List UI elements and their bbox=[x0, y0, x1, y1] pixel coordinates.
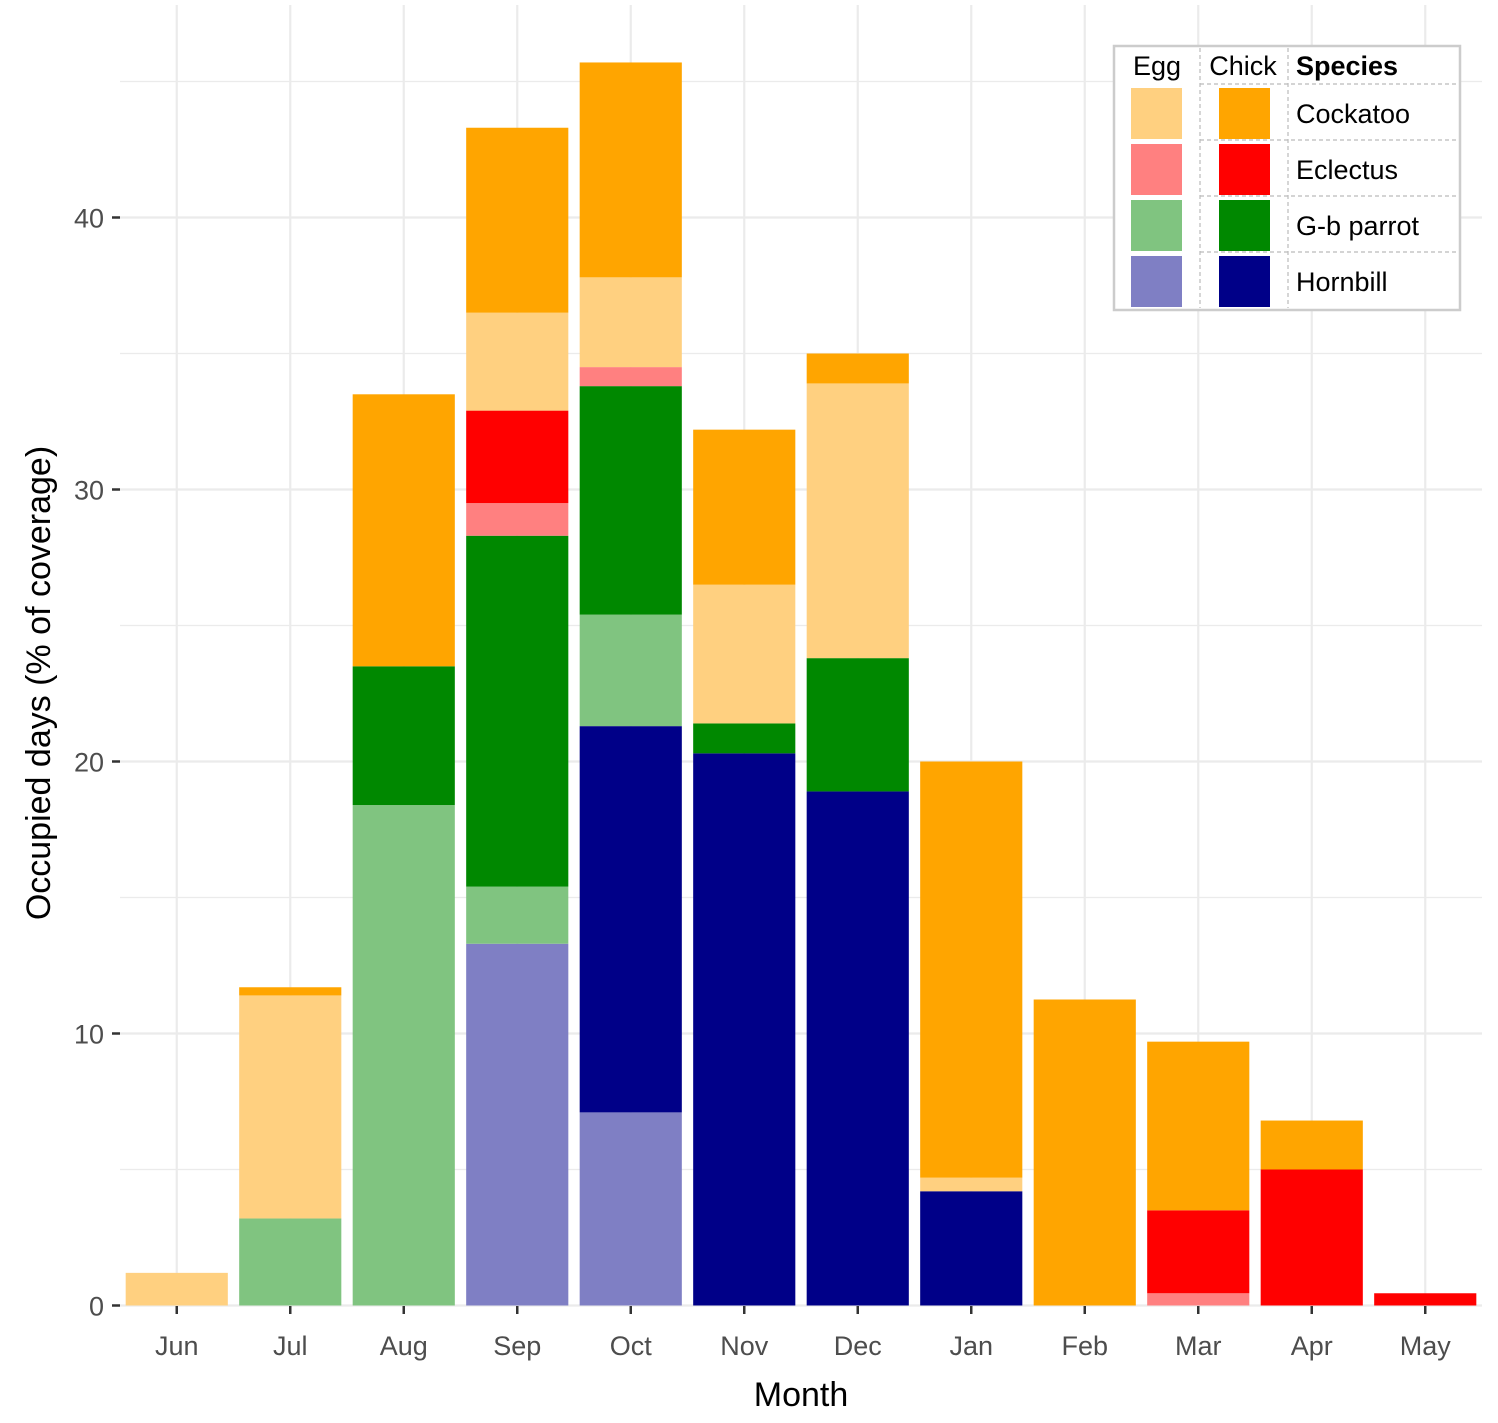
legend-swatch-egg bbox=[1131, 200, 1182, 251]
legend-swatch-egg bbox=[1131, 88, 1182, 139]
legend-row-hornbill: Hornbill bbox=[1131, 256, 1388, 307]
bar-segment-dec-g-b-parrot-chick bbox=[806, 658, 909, 792]
y-tick-label: 30 bbox=[74, 476, 104, 506]
bar-segment-oct-hornbill-chick bbox=[579, 726, 682, 1113]
bar-segment-sep-eclectus-egg bbox=[466, 503, 569, 536]
legend-swatch-chick bbox=[1219, 200, 1270, 251]
bar-segment-jul-g-b-parrot-egg bbox=[239, 1218, 342, 1306]
x-tick-label-feb: Feb bbox=[1061, 1331, 1108, 1361]
legend-header-species: Species bbox=[1296, 51, 1398, 81]
bar-segment-mar-cockatoo-chick bbox=[1147, 1041, 1250, 1211]
bar-segment-dec-hornbill-chick bbox=[806, 791, 909, 1306]
legend-swatch-chick bbox=[1219, 88, 1270, 139]
legend: Egg Chick Species Cockatoo Eclectus G-b parro… bbox=[1112, 44, 1462, 312]
bar-segment-sep-hornbill-egg bbox=[466, 943, 569, 1306]
bar-segment-sep-g-b-parrot-egg bbox=[466, 886, 569, 944]
bar-segment-jan-cockatoo-egg bbox=[920, 1177, 1023, 1192]
y-axis-title: Occupied days (% of coverage) bbox=[20, 446, 58, 920]
bar-segment-dec-cockatoo-chick bbox=[806, 353, 909, 384]
legend-swatch-chick bbox=[1219, 256, 1270, 307]
bar-segment-nov-g-b-parrot-chick bbox=[693, 723, 796, 754]
legend-species-label: G-b parrot bbox=[1296, 211, 1420, 241]
legend-species-label: Cockatoo bbox=[1296, 99, 1410, 129]
y-tick-label: 20 bbox=[74, 748, 104, 778]
y-tick-label: 0 bbox=[89, 1292, 104, 1322]
y-tick-label: 40 bbox=[74, 204, 104, 234]
legend-header-egg: Egg bbox=[1133, 51, 1181, 81]
bar-segment-nov-cockatoo-chick bbox=[693, 429, 796, 585]
legend-row-cockatoo: Cockatoo bbox=[1131, 88, 1410, 139]
bar-segment-aug-g-b-parrot-chick bbox=[352, 666, 455, 806]
bar-segment-dec-cockatoo-egg bbox=[806, 383, 909, 659]
bar-segment-oct-cockatoo-chick bbox=[579, 62, 682, 278]
bar-segment-jul-cockatoo-egg bbox=[239, 995, 342, 1219]
bar-segment-mar-eclectus-chick bbox=[1147, 1210, 1250, 1294]
x-tick-label-may: May bbox=[1400, 1331, 1452, 1361]
bar-segment-aug-cockatoo-chick bbox=[352, 394, 455, 667]
bar-segment-sep-cockatoo-egg bbox=[466, 312, 569, 411]
bar-segment-aug-g-b-parrot-egg bbox=[352, 805, 455, 1306]
x-axis-title: Month bbox=[754, 1376, 849, 1414]
y-axis: 0 10 20 30 40 bbox=[74, 204, 120, 1322]
bar-segment-jan-hornbill-chick bbox=[920, 1191, 1023, 1306]
x-tick-label-sep: Sep bbox=[493, 1331, 541, 1361]
bar-segment-sep-eclectus-chick bbox=[466, 410, 569, 504]
bar-segment-jan-cockatoo-chick bbox=[920, 761, 1023, 1178]
x-tick-label-nov: Nov bbox=[720, 1331, 769, 1361]
x-axis: Jun Jul Aug Sep Oct Nov Dec Jan Feb Mar Apr May bbox=[155, 1306, 1451, 1361]
x-tick-label-mar: Mar bbox=[1175, 1331, 1222, 1361]
x-tick-label-jan: Jan bbox=[949, 1331, 993, 1361]
bar-segment-oct-cockatoo-egg bbox=[579, 277, 682, 368]
legend-species-label: Hornbill bbox=[1296, 267, 1388, 297]
bar-segment-oct-eclectus-egg bbox=[579, 367, 682, 387]
bar-segment-sep-g-b-parrot-chick bbox=[466, 535, 569, 887]
bar-segment-nov-cockatoo-egg bbox=[693, 584, 796, 724]
bar-segment-oct-g-b-parrot-egg bbox=[579, 614, 682, 727]
x-tick-label-aug: Aug bbox=[380, 1331, 428, 1361]
y-tick-label: 10 bbox=[74, 1020, 104, 1050]
legend-swatch-chick bbox=[1219, 144, 1270, 195]
x-tick-label-jul: Jul bbox=[273, 1331, 308, 1361]
bars bbox=[125, 62, 1477, 1306]
x-tick-label-apr: Apr bbox=[1291, 1331, 1333, 1361]
legend-swatch-egg bbox=[1131, 144, 1182, 195]
bar-segment-apr-eclectus-chick bbox=[1260, 1169, 1363, 1306]
bar-segment-may-eclectus-chick bbox=[1374, 1293, 1477, 1306]
bar-segment-jul-cockatoo-chick bbox=[239, 987, 342, 996]
bar-segment-jun-cockatoo-egg bbox=[125, 1272, 228, 1306]
bar-segment-nov-hornbill-chick bbox=[693, 753, 796, 1306]
bar-segment-oct-g-b-parrot-chick bbox=[579, 386, 682, 615]
bar-segment-mar-eclectus-egg bbox=[1147, 1293, 1250, 1306]
bar-segment-apr-cockatoo-chick bbox=[1260, 1120, 1363, 1170]
bar-segment-sep-cockatoo-chick bbox=[466, 127, 569, 313]
legend-species-label: Eclectus bbox=[1296, 155, 1398, 185]
x-tick-label-dec: Dec bbox=[834, 1331, 882, 1361]
x-tick-label-oct: Oct bbox=[610, 1331, 653, 1361]
legend-row-eclectus: Eclectus bbox=[1131, 144, 1398, 195]
x-tick-label-jun: Jun bbox=[155, 1331, 199, 1361]
bar-segment-feb-cockatoo-chick bbox=[1033, 999, 1136, 1306]
legend-swatch-egg bbox=[1131, 256, 1182, 307]
legend-header-chick: Chick bbox=[1209, 51, 1277, 81]
bar-segment-oct-hornbill-egg bbox=[579, 1112, 682, 1306]
legend-row-g-b-parrot: G-b parrot bbox=[1131, 200, 1420, 251]
